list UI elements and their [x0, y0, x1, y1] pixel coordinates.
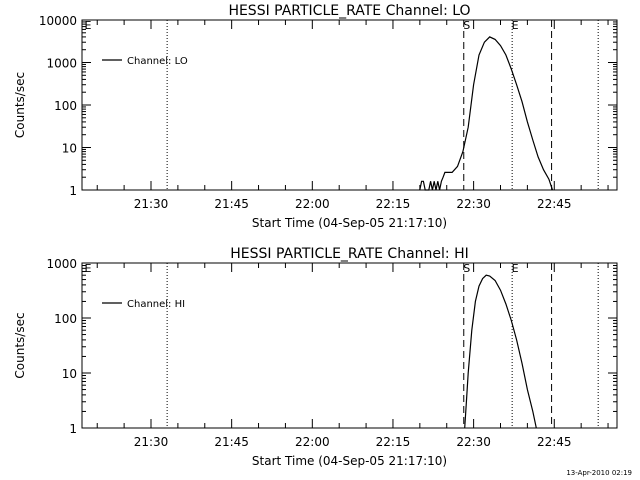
y-tick-label: 1	[69, 422, 77, 436]
x-tick-label: 22:30	[456, 197, 491, 211]
series-line	[464, 274, 537, 429]
y-tick-label: 100	[54, 312, 77, 326]
y-tick-label: 100	[54, 99, 77, 113]
legend-label: Channel: HI	[127, 299, 185, 310]
x-tick-label: 22:15	[376, 435, 411, 449]
y-axis-label: Counts/sec	[13, 312, 27, 378]
x-tick-label: 22:45	[537, 435, 572, 449]
x-axis-label: Start Time (04-Sep-05 21:17:10)	[252, 454, 447, 468]
legend-label: Channel: LO	[127, 56, 188, 67]
chart-title: HESSI PARTICLE_RATE Channel: HI	[230, 246, 468, 262]
marker-label: S	[463, 19, 470, 32]
marker-label: E	[512, 262, 519, 275]
y-tick-label: 10	[62, 367, 77, 381]
series-line	[419, 36, 554, 191]
y-tick-label: 1000	[46, 57, 77, 71]
x-tick-label: 22:30	[456, 435, 491, 449]
x-tick-label: 21:30	[134, 435, 169, 449]
y-tick-label: 10	[62, 142, 77, 156]
x-tick-label: 22:15	[376, 197, 411, 211]
chart-title: HESSI PARTICLE_RATE Channel: LO	[228, 3, 470, 19]
x-tick-label: 21:45	[214, 435, 249, 449]
chart-lo: HESSI PARTICLE_RATE Channel: LO Start Tim…	[13, 3, 618, 230]
x-tick-label: 21:45	[214, 197, 249, 211]
corner-mark: E	[85, 262, 92, 275]
x-tick-label: 22:45	[537, 197, 572, 211]
plot-frame	[81, 262, 618, 429]
marker-label: E	[512, 19, 519, 32]
marker-label: S	[463, 262, 470, 275]
y-tick-label: 10000	[39, 14, 77, 28]
footer-timestamp: 13-Apr-2010 02:19	[566, 469, 632, 477]
x-tick-label: 21:30	[134, 197, 169, 211]
plot-frame	[81, 19, 618, 191]
x-axis-label: Start Time (04-Sep-05 21:17:10)	[252, 216, 447, 230]
chart-hi: HESSI PARTICLE_RATE Channel: HI Start Tim…	[13, 246, 618, 468]
y-tick-label: 1	[69, 184, 77, 198]
x-tick-label: 22:00	[295, 197, 330, 211]
corner-mark: E	[85, 19, 92, 32]
y-tick-label: 1000	[46, 257, 77, 271]
y-axis-label: Counts/sec	[13, 72, 27, 138]
x-tick-label: 22:00	[295, 435, 330, 449]
